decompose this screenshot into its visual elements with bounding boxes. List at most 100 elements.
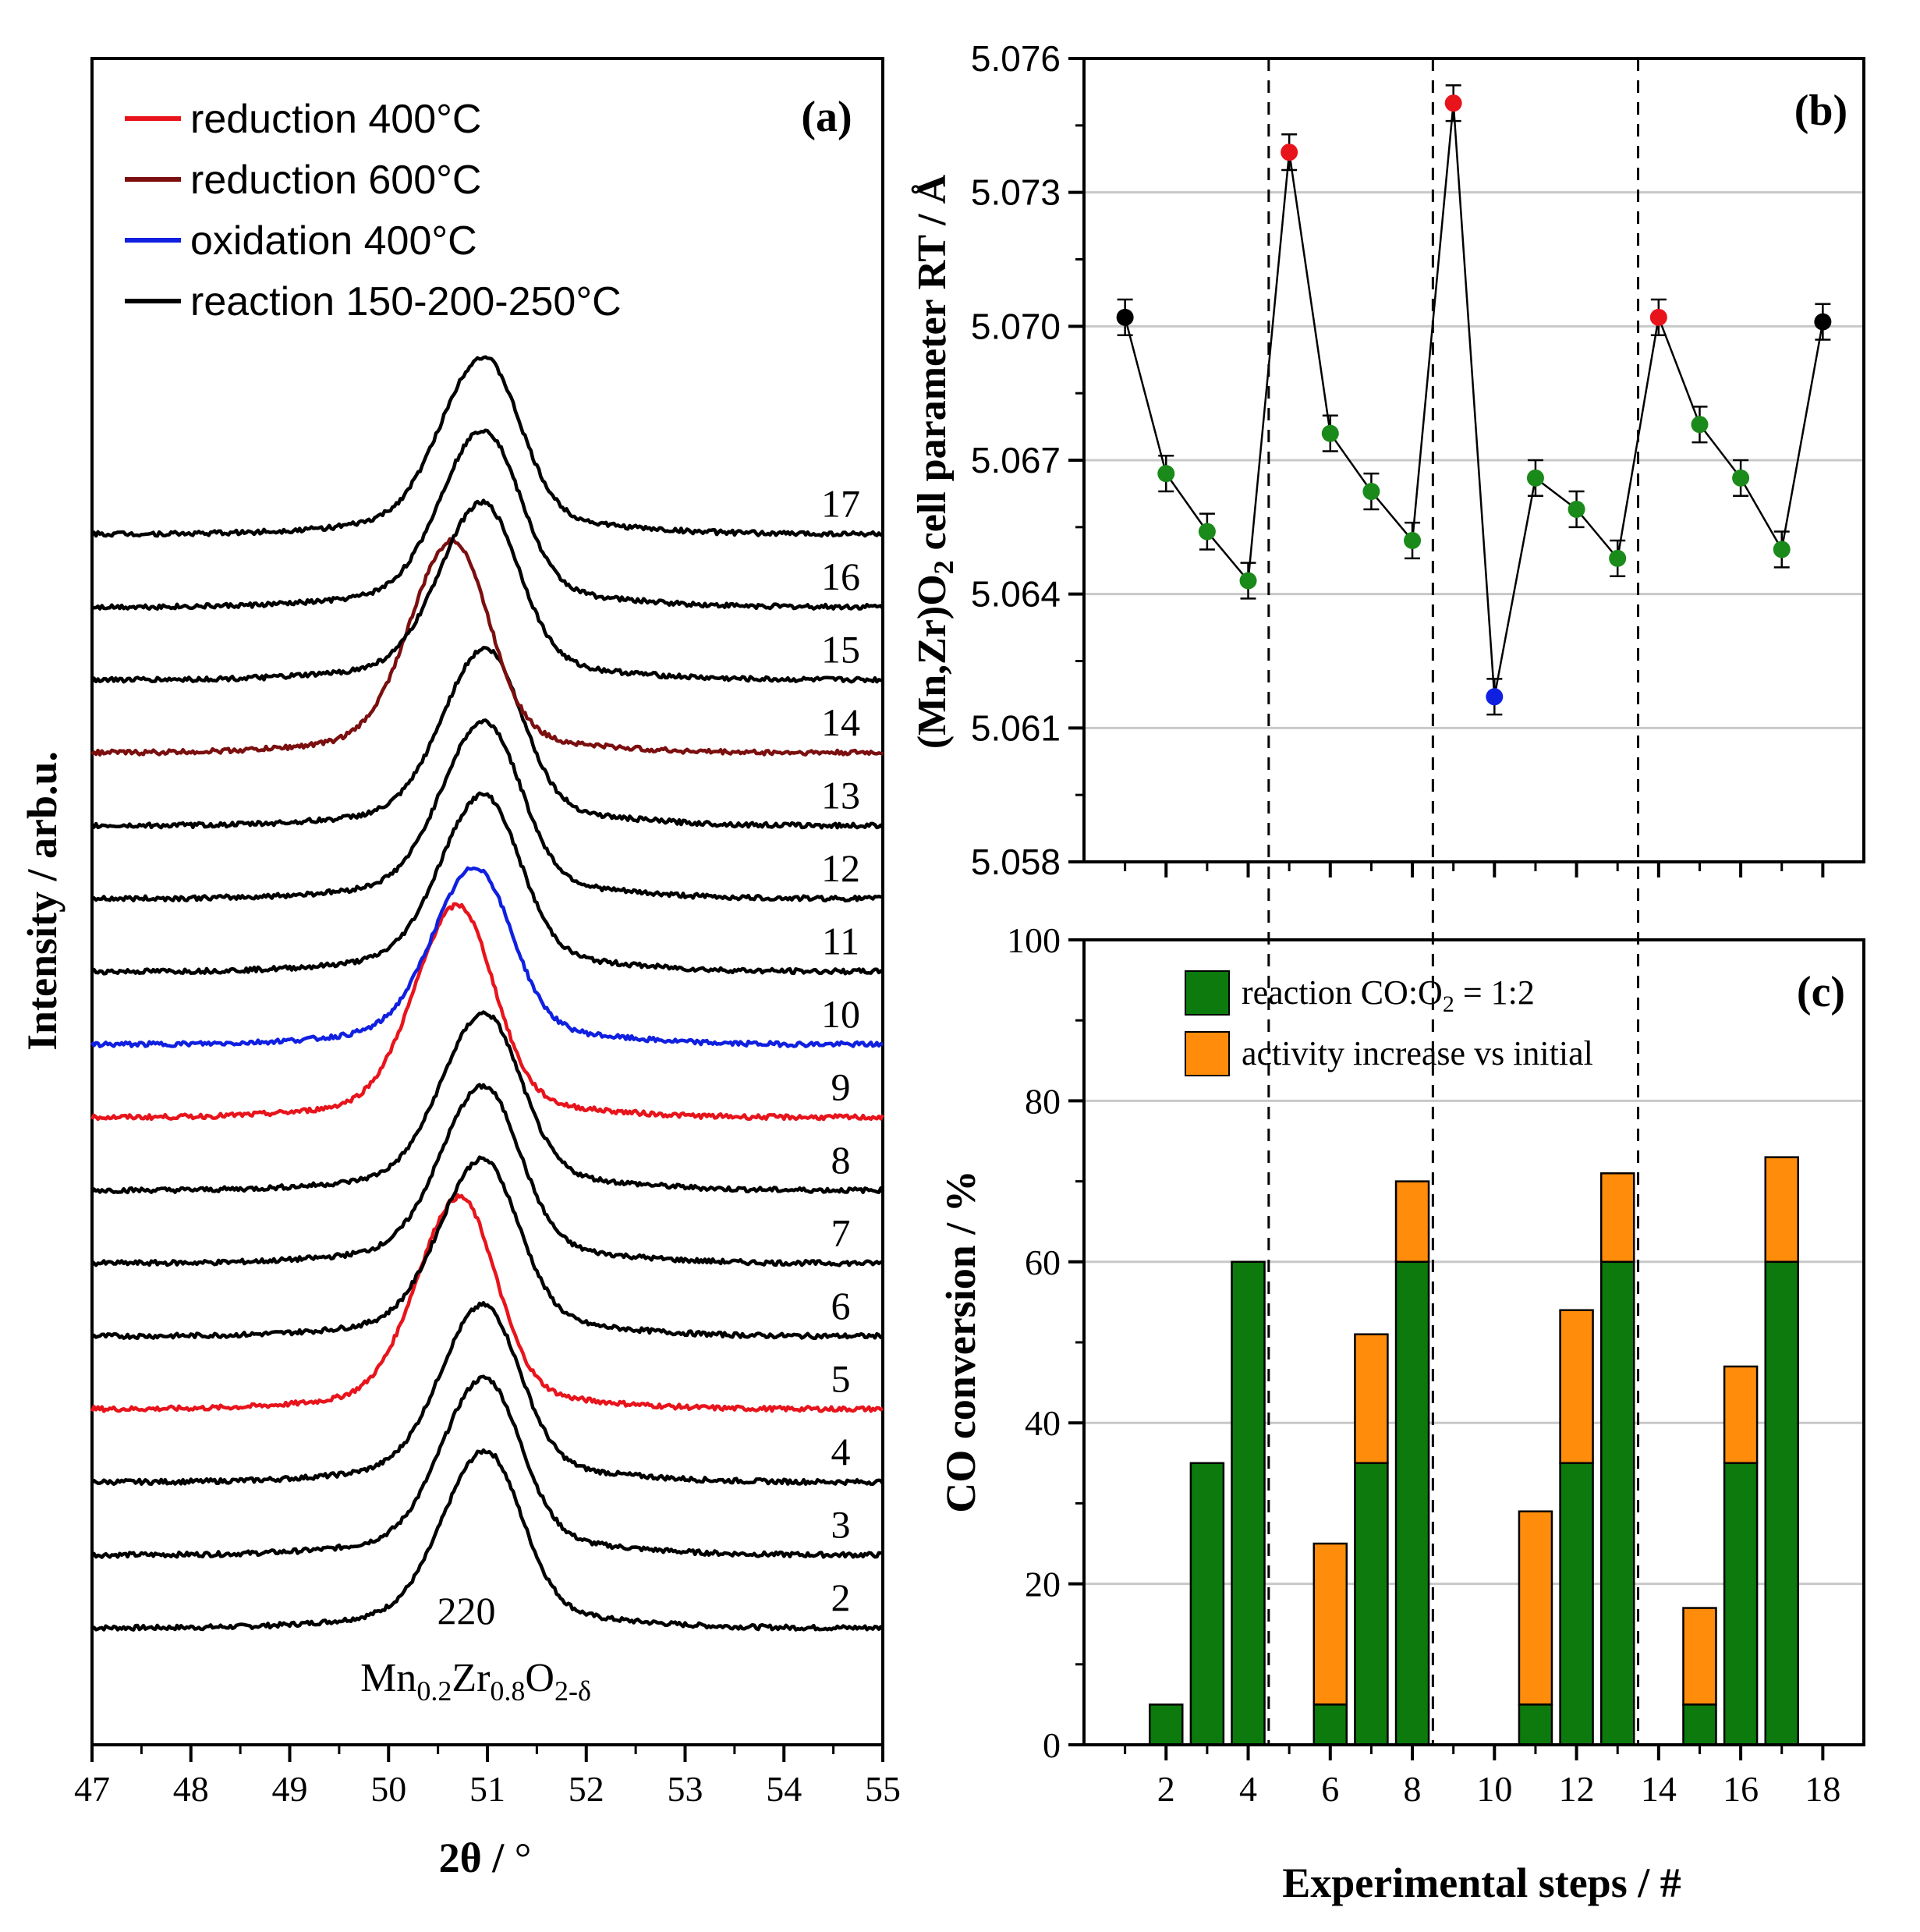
step-label: 6 <box>831 1284 851 1328</box>
legend-label-3: oxidation 400°C <box>190 218 477 264</box>
reaction-bar-step-16 <box>1723 1462 1759 1746</box>
reaction-bar-step-8 <box>1394 1260 1430 1746</box>
compound-sub-2: 0.8 <box>490 1675 525 1707</box>
pattern-curve-step-9 <box>90 902 884 1122</box>
panel-a-x-tick-label: 47 <box>74 1769 110 1809</box>
reaction-bar-step-13 <box>1599 1260 1635 1746</box>
panel-c-x-axis-label: Experimental steps / # <box>1282 1859 1681 1906</box>
panel-c-x-tick-label: 12 <box>1559 1769 1595 1809</box>
panel-a-x-tick-label: 52 <box>569 1769 604 1809</box>
panel-b-y-label-sub: 2 <box>928 560 959 574</box>
panel-c-bars <box>1149 1156 1799 1746</box>
panel-b-y-tick-label: 5.061 <box>971 707 1061 748</box>
pattern-curve-step-7 <box>90 1083 884 1267</box>
step-label: 13 <box>821 774 860 817</box>
panel-c-y-tick-label: 20 <box>1025 1565 1061 1604</box>
panel-c-y-ticks: 0 20 40 60 80 100 <box>1007 920 1084 1765</box>
activity-increase-bar-step-11 <box>1518 1510 1553 1706</box>
cell-parameter-point-step-3 <box>1198 523 1216 541</box>
panel-a-legend: reduction 400°C reduction 600°C oxidation … <box>125 97 622 324</box>
panel-c-x-tick-label: 18 <box>1805 1769 1840 1809</box>
compound-part-2: Zr <box>452 1656 490 1700</box>
panel-c-y-tick-label: 60 <box>1025 1243 1061 1282</box>
reaction-bar-step-3 <box>1189 1462 1225 1746</box>
pattern-curve-step-17 <box>90 355 884 538</box>
pattern-curve-step-4 <box>90 1301 884 1487</box>
pattern-curve-step-10 <box>90 866 884 1048</box>
cell-parameter-point-step-10 <box>1486 688 1504 706</box>
cell-parameter-point-step-8 <box>1404 532 1422 549</box>
panel-a-x-tick-label: 53 <box>668 1769 703 1809</box>
panel-c-y-axis-label: CO conversion / % <box>937 1170 984 1513</box>
pattern-curve-step-8 <box>90 1010 885 1195</box>
panel-c-legend-swatch-2 <box>1185 1031 1230 1076</box>
cell-parameter-point-step-5 <box>1281 144 1298 161</box>
cell-parameter-point-step-16 <box>1732 469 1750 487</box>
pattern-curve-step-3 <box>90 1374 884 1559</box>
activity-increase-bar-step-15 <box>1682 1607 1717 1706</box>
pattern-curve-step-14 <box>90 537 884 757</box>
legend-label-1: reduction 400°C <box>190 97 481 142</box>
cell-parameter-point-step-14 <box>1649 308 1667 326</box>
panel-c-label: (c) <box>1797 968 1845 1016</box>
cell-parameter-point-step-1 <box>1116 308 1134 326</box>
panel-a-x-tick-label: 54 <box>766 1769 802 1809</box>
panel-c-x-tick-label: 4 <box>1239 1769 1257 1809</box>
panel-c: 0 20 40 60 80 100 2 4 6 8 10 12 14 16 18 reaction CO:… <box>937 920 1865 1906</box>
step-label: 7 <box>831 1211 851 1255</box>
panel-b-y-tick-label: 5.058 <box>971 842 1061 882</box>
pattern-curve-step-11 <box>91 791 884 976</box>
cell-parameter-point-step-7 <box>1362 483 1380 501</box>
panel-c-legend-label-text: activity increase vs initial <box>1242 1034 1593 1072</box>
panel-b-y-tick-label: 5.064 <box>971 574 1061 615</box>
panel-c-legend-label-end: = 1:2 <box>1454 973 1535 1012</box>
panel-b-x-ticks <box>1124 862 1825 877</box>
cell-parameter-point-step-15 <box>1691 416 1709 434</box>
panel-c-y-tick-label: 80 <box>1025 1081 1061 1121</box>
step-label: 14 <box>821 700 860 744</box>
reaction-bar-step-7 <box>1354 1462 1389 1746</box>
activity-increase-bar-step-17 <box>1764 1156 1799 1264</box>
panel-c-legend-label-1: reaction CO:O2 = 1:2 <box>1242 973 1535 1017</box>
step-label: 17 <box>821 482 860 526</box>
panel-a: reduction 400°C reduction 600°C oxidation … <box>19 57 901 1881</box>
panel-c-legend-label-sub: 2 <box>1443 991 1454 1017</box>
cell-parameter-point-step-4 <box>1239 572 1257 590</box>
panel-b-y-label-part-2: cell parameter RT / Å <box>910 174 955 560</box>
panel-a-x-axis-label: 2θ / ° <box>439 1835 532 1881</box>
cell-parameter-point-step-9 <box>1444 94 1462 112</box>
activity-increase-bar-step-7 <box>1354 1333 1389 1465</box>
step-label: 4 <box>831 1430 851 1473</box>
panel-a-label: (a) <box>801 93 852 141</box>
step-dividers <box>1267 58 1640 1745</box>
step-label: 8 <box>831 1138 851 1182</box>
pattern-curve-step-2 <box>91 1448 884 1632</box>
panel-c-legend: reaction CO:O2 = 1:2 activity increase vs… <box>1185 970 1593 1076</box>
panel-c-y-tick-label: 40 <box>1025 1403 1061 1443</box>
step-label: 2 <box>831 1576 851 1619</box>
step-label: 5 <box>831 1357 851 1401</box>
panel-c-legend-label-text: reaction CO:O <box>1242 973 1443 1012</box>
panel-b-series <box>1116 84 1832 716</box>
pattern-curve-step-5 <box>90 1193 884 1413</box>
panel-a-step-labels: 2 3 4 5 6 7 8 9 10 11 12 13 14 15 16 17 <box>821 482 860 1620</box>
step-label: 12 <box>821 846 860 890</box>
activity-increase-bar-step-12 <box>1559 1309 1594 1465</box>
compound-sub-3: 2-δ <box>554 1675 591 1707</box>
panel-a-x-tick-label: 50 <box>370 1769 406 1809</box>
panel-c-y-tick-label: 0 <box>1043 1725 1061 1765</box>
cell-parameter-line <box>1124 103 1824 697</box>
cell-parameter-point-step-6 <box>1321 424 1339 442</box>
panel-a-x-tick-label: 55 <box>865 1769 901 1809</box>
panel-c-legend-swatch-1 <box>1185 970 1230 1016</box>
cell-parameter-point-step-17 <box>1773 541 1791 558</box>
panel-c-x-tick-label: 8 <box>1404 1769 1422 1809</box>
reaction-bar-step-15 <box>1682 1703 1717 1746</box>
panel-b-y-label-part-1: (Mn,Zr)O <box>910 574 955 749</box>
panel-a-x-tick-label: 49 <box>272 1769 308 1809</box>
reaction-bar-step-6 <box>1312 1703 1348 1746</box>
panel-a-x-axis-label-main: 2θ / <box>439 1835 515 1881</box>
panel-c-x-ticks: 2 4 6 8 10 12 14 16 18 <box>1124 1745 1840 1809</box>
